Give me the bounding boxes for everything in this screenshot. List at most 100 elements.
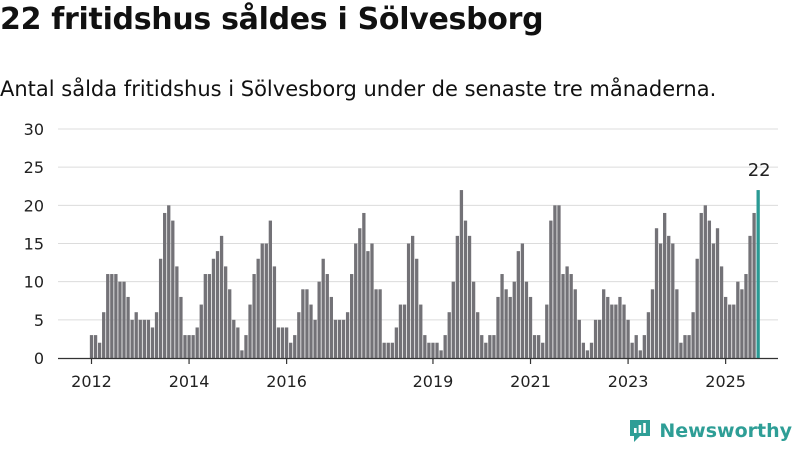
bar[interactable] xyxy=(321,258,325,358)
bar[interactable] xyxy=(154,312,159,358)
bar[interactable] xyxy=(431,342,435,358)
bar[interactable] xyxy=(500,274,504,358)
bar[interactable] xyxy=(585,350,590,358)
bar[interactable] xyxy=(744,274,748,358)
bar[interactable] xyxy=(142,319,146,358)
bar[interactable] xyxy=(658,243,663,359)
bar[interactable] xyxy=(264,243,268,359)
bar[interactable] xyxy=(313,319,317,358)
bar[interactable] xyxy=(97,342,102,358)
bar[interactable] xyxy=(167,205,171,358)
bar[interactable] xyxy=(573,289,577,358)
bar[interactable] xyxy=(284,327,289,358)
bar[interactable] xyxy=(175,266,179,358)
bar[interactable] xyxy=(732,304,736,358)
bar[interactable] xyxy=(415,258,419,358)
bar[interactable] xyxy=(215,251,220,358)
bar[interactable] xyxy=(276,327,281,358)
bar[interactable] xyxy=(691,312,695,358)
bar[interactable] xyxy=(597,319,602,358)
bar[interactable] xyxy=(386,342,390,358)
bar[interactable] xyxy=(378,289,382,358)
bar[interactable] xyxy=(232,319,236,358)
bar[interactable] xyxy=(427,342,431,358)
bar[interactable] xyxy=(289,342,293,358)
bar[interactable] xyxy=(589,342,594,358)
bar[interactable] xyxy=(593,319,598,358)
bar[interactable] xyxy=(541,342,545,358)
bar[interactable] xyxy=(520,243,525,359)
bar[interactable] xyxy=(402,304,407,358)
bar[interactable] xyxy=(158,258,163,358)
bar[interactable] xyxy=(646,312,651,358)
bar[interactable] xyxy=(394,327,399,358)
bar[interactable] xyxy=(406,243,411,359)
bar[interactable] xyxy=(476,312,480,358)
bar[interactable] xyxy=(89,335,94,358)
bar[interactable] xyxy=(280,327,285,358)
bar[interactable] xyxy=(398,304,403,358)
bar[interactable] xyxy=(118,281,122,358)
bar[interactable] xyxy=(752,212,756,358)
bar[interactable] xyxy=(199,304,203,358)
bar[interactable] xyxy=(654,228,659,358)
bar[interactable] xyxy=(248,304,252,358)
bar[interactable] xyxy=(268,220,273,358)
bar[interactable] xyxy=(419,304,423,358)
bar[interactable] xyxy=(370,243,374,359)
bar[interactable] xyxy=(256,258,260,358)
bar[interactable] xyxy=(345,312,350,358)
bar[interactable] xyxy=(390,342,394,358)
bar[interactable] xyxy=(228,289,232,358)
bar[interactable] xyxy=(297,312,301,358)
bar[interactable] xyxy=(565,266,569,358)
bar[interactable] xyxy=(569,274,573,358)
bar[interactable] xyxy=(195,327,199,358)
bar[interactable] xyxy=(630,342,634,358)
bar[interactable] xyxy=(122,281,126,358)
bar-latest[interactable] xyxy=(756,190,760,358)
bar[interactable] xyxy=(650,289,655,358)
bar[interactable] xyxy=(207,274,212,358)
bar[interactable] xyxy=(484,342,488,358)
bar[interactable] xyxy=(138,319,142,358)
bar[interactable] xyxy=(187,335,191,358)
bar[interactable] xyxy=(447,312,451,358)
bar[interactable] xyxy=(545,304,549,358)
bar[interactable] xyxy=(467,235,472,358)
bar[interactable] xyxy=(715,228,720,358)
bar[interactable] xyxy=(150,327,155,358)
bar[interactable] xyxy=(496,296,500,358)
bar[interactable] xyxy=(106,274,110,358)
bar[interactable] xyxy=(557,205,561,358)
bar[interactable] xyxy=(171,220,175,358)
bar[interactable] xyxy=(626,319,630,358)
bar[interactable] xyxy=(354,243,358,359)
bar[interactable] xyxy=(146,319,151,358)
bar[interactable] xyxy=(736,281,740,358)
bar[interactable] xyxy=(683,335,687,358)
bar[interactable] xyxy=(537,335,541,358)
bar[interactable] xyxy=(740,289,744,358)
bar[interactable] xyxy=(272,266,277,358)
bar[interactable] xyxy=(622,304,626,358)
bar[interactable] xyxy=(362,212,366,358)
bar[interactable] xyxy=(163,212,167,358)
bar[interactable] xyxy=(317,281,321,358)
bar[interactable] xyxy=(260,243,264,359)
bar[interactable] xyxy=(382,342,386,358)
bar[interactable] xyxy=(679,342,683,358)
bar[interactable] xyxy=(675,289,679,358)
bar[interactable] xyxy=(203,274,207,358)
bar[interactable] xyxy=(374,289,378,358)
bar[interactable] xyxy=(695,258,699,358)
bar[interactable] xyxy=(508,296,512,358)
bar[interactable] xyxy=(358,228,362,358)
bar[interactable] xyxy=(711,243,716,359)
bar[interactable] xyxy=(618,296,622,358)
bar[interactable] xyxy=(699,212,703,358)
bar[interactable] xyxy=(602,289,606,358)
bar[interactable] xyxy=(223,266,228,358)
bar[interactable] xyxy=(728,304,732,358)
bar[interactable] xyxy=(610,304,614,358)
